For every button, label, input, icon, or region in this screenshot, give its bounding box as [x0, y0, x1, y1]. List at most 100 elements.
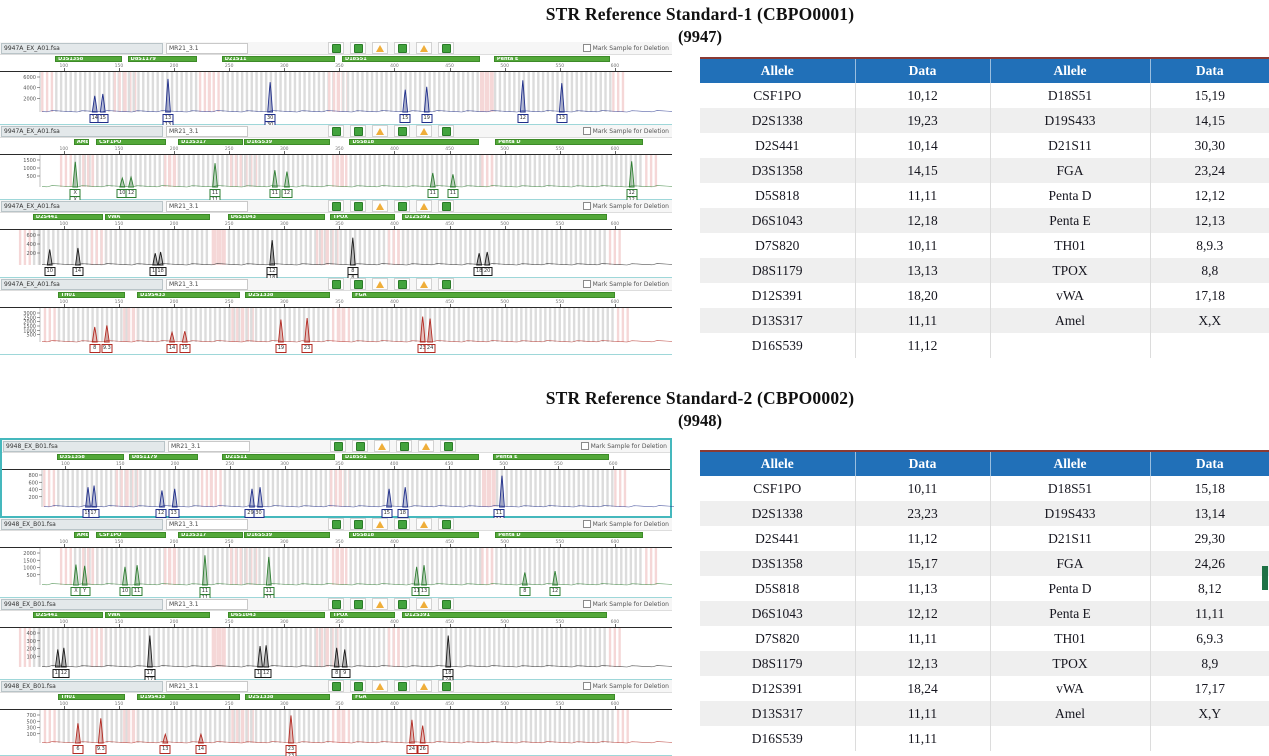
quality-pass-icon[interactable] [394, 518, 410, 530]
bin-gray [600, 155, 604, 187]
checkbox-icon[interactable] [582, 280, 591, 288]
bin-gray [519, 155, 522, 187]
quality-warning-icon[interactable] [416, 518, 432, 530]
quality-pass-icon[interactable] [440, 440, 456, 452]
bin-gray [312, 308, 315, 342]
quality-pass-icon[interactable] [438, 125, 454, 137]
mark-sample-for-deletion-checkbox[interactable]: Mark Sample for Deletion [580, 442, 667, 450]
sample-name: 9948_EX_B01.fsa [3, 441, 165, 452]
checkbox-icon[interactable] [582, 600, 591, 608]
quality-pass-icon[interactable] [350, 518, 366, 530]
quality-pass-icon[interactable] [394, 125, 410, 137]
quality-pass-icon[interactable] [350, 125, 366, 137]
quality-warning-icon[interactable] [416, 125, 432, 137]
mark-sample-for-deletion-checkbox[interactable]: Mark Sample for Deletion [582, 202, 669, 210]
bin-gray [377, 628, 381, 667]
quality-pass-icon[interactable] [350, 42, 366, 54]
x-tick [284, 706, 286, 709]
quality-warning-icon[interactable] [372, 518, 388, 530]
quality-warning-icon[interactable] [416, 42, 432, 54]
bin-gray [387, 470, 390, 507]
quality-warning-icon[interactable] [416, 598, 432, 610]
quality-pass-icon[interactable] [394, 200, 410, 212]
checkbox-icon[interactable] [582, 44, 591, 52]
quality-warning-icon[interactable] [416, 278, 432, 290]
quality-warning-icon[interactable] [418, 440, 434, 452]
yellow-triangle-icon [376, 682, 384, 690]
bin-gray [259, 710, 263, 743]
bin-gray [493, 230, 496, 265]
quality-pass-icon[interactable] [394, 278, 410, 290]
checkbox-icon[interactable] [582, 520, 591, 528]
quality-pass-icon[interactable] [328, 598, 344, 610]
bin-pink [69, 155, 72, 187]
mark-sample-for-deletion-checkbox[interactable]: Mark Sample for Deletion [582, 520, 669, 528]
bin-gray [462, 72, 465, 112]
bin-gray [407, 548, 410, 585]
bin-gray [452, 308, 456, 342]
quality-pass-icon[interactable] [352, 440, 368, 452]
quality-warning-icon[interactable] [416, 680, 432, 692]
quality-pass-icon[interactable] [438, 200, 454, 212]
bin-gray [52, 230, 55, 265]
checkbox-icon[interactable] [582, 127, 591, 135]
checkbox-icon[interactable] [582, 682, 591, 690]
x-tick-label: 350 [335, 300, 344, 305]
bin-gray [438, 72, 441, 112]
quality-pass-icon[interactable] [328, 278, 344, 290]
quality-pass-icon[interactable] [350, 200, 366, 212]
quality-warning-icon[interactable] [372, 200, 388, 212]
bin-gray [520, 308, 523, 342]
quality-pass-icon[interactable] [394, 598, 410, 610]
quality-pass-icon[interactable] [328, 42, 344, 54]
quality-pass-icon[interactable] [328, 518, 344, 530]
bin-gray [253, 548, 256, 585]
allele-call-box: 15 [179, 344, 191, 353]
quality-pass-icon[interactable] [394, 42, 410, 54]
checkbox-icon[interactable] [582, 202, 591, 210]
quality-warning-icon[interactable] [372, 42, 388, 54]
bin-gray [221, 155, 224, 187]
checkbox-icon[interactable] [580, 442, 589, 450]
quality-pass-icon[interactable] [350, 278, 366, 290]
quality-pass-icon[interactable] [350, 598, 366, 610]
allele-cell: D2S441 [755, 137, 800, 153]
data-cell: 12,12 [854, 601, 990, 626]
mark-sample-for-deletion-checkbox[interactable]: Mark Sample for Deletion [582, 280, 669, 288]
bin-gray [543, 470, 547, 507]
quality-pass-icon[interactable] [438, 42, 454, 54]
mark-sample-for-deletion-checkbox[interactable]: Mark Sample for Deletion [582, 127, 669, 135]
quality-warning-icon[interactable] [372, 598, 388, 610]
bin-gray [568, 710, 571, 743]
bin-gray [468, 470, 472, 507]
quality-pass-icon[interactable] [394, 680, 410, 692]
quality-pass-icon[interactable] [396, 440, 412, 452]
quality-pass-icon[interactable] [330, 440, 346, 452]
quality-pass-icon[interactable] [328, 125, 344, 137]
quality-warning-icon[interactable] [372, 125, 388, 137]
quality-warning-icon[interactable] [416, 200, 432, 212]
bin-pink [338, 710, 341, 743]
bin-pink [236, 710, 239, 743]
x-tick [339, 706, 341, 709]
x-tick-label: 200 [169, 300, 179, 305]
quality-pass-icon[interactable] [328, 680, 344, 692]
quality-pass-icon[interactable] [438, 680, 454, 692]
quality-pass-icon[interactable] [438, 598, 454, 610]
quality-warning-icon[interactable] [372, 278, 388, 290]
mark-sample-for-deletion-checkbox[interactable]: Mark Sample for Deletion [582, 44, 669, 52]
bin-pink [216, 628, 219, 667]
mark-sample-for-deletion-checkbox[interactable]: Mark Sample for Deletion [582, 682, 669, 690]
quality-warning-icon[interactable] [374, 440, 390, 452]
bin-gray [104, 628, 108, 667]
mark-sample-for-deletion-checkbox[interactable]: Mark Sample for Deletion [582, 600, 669, 608]
bin-gray [85, 470, 89, 507]
quality-pass-icon[interactable] [328, 200, 344, 212]
quality-warning-icon[interactable] [372, 680, 388, 692]
quality-pass-icon[interactable] [438, 278, 454, 290]
quality-pass-icon[interactable] [438, 518, 454, 530]
x-tick-label: 200 [169, 702, 179, 707]
bin-gray [368, 628, 371, 667]
bin-gray [416, 230, 419, 265]
quality-pass-icon[interactable] [350, 680, 366, 692]
